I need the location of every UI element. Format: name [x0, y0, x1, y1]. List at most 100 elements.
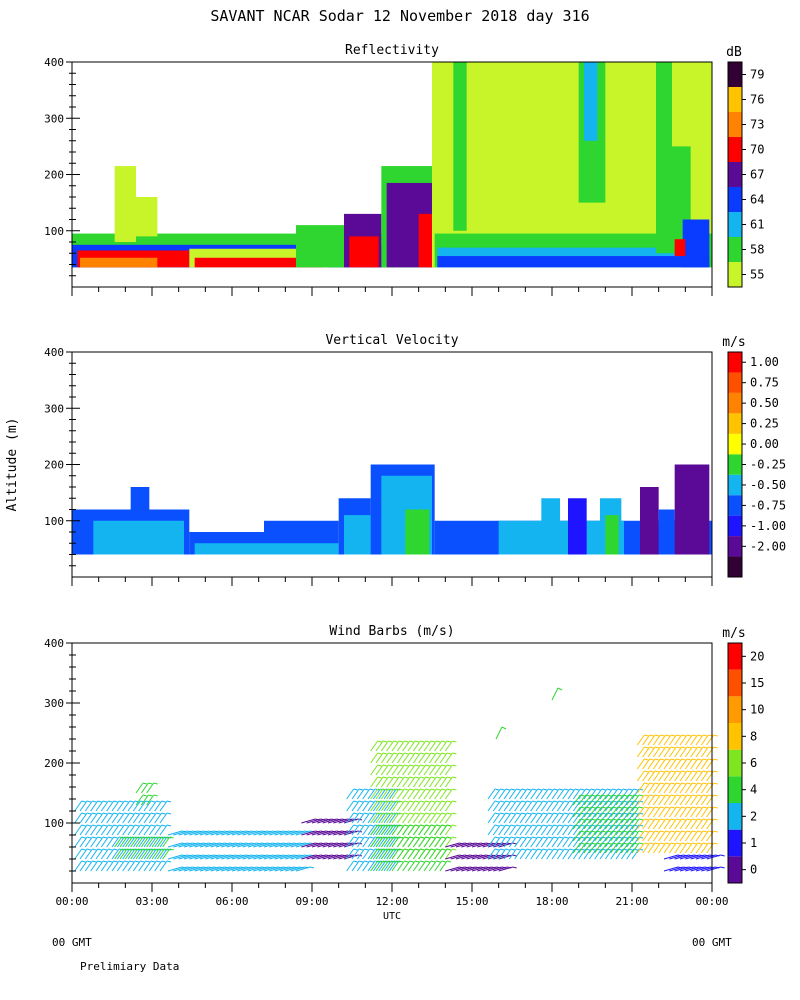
- wind-barb-flag: [393, 764, 398, 767]
- wind-barb: [391, 788, 400, 800]
- wind-barb: [428, 752, 437, 764]
- wind-barb-flag: [670, 818, 676, 821]
- wind-barb: [306, 842, 321, 848]
- wind-barb: [679, 806, 688, 818]
- wind-barb: [100, 860, 109, 872]
- wind-barb: [412, 740, 421, 752]
- wind-barb: [74, 860, 83, 872]
- wind-barb-flag: [425, 836, 430, 839]
- wind-barb: [106, 800, 115, 812]
- wind-barb: [647, 818, 656, 830]
- wind-barb: [583, 794, 592, 806]
- wind-barb: [391, 800, 400, 812]
- wind-barb: [183, 830, 199, 836]
- wind-barb: [106, 812, 115, 824]
- wind-barb: [418, 860, 427, 872]
- wind-barb: [215, 854, 231, 860]
- wind-barb: [114, 836, 123, 848]
- wind-barb: [519, 812, 528, 824]
- wind-barb-flag: [670, 794, 676, 797]
- wind-barb: [367, 800, 376, 812]
- wind-barb: [428, 824, 437, 836]
- wind-barb: [631, 806, 640, 818]
- wind-barb: [362, 788, 371, 800]
- wind-barb: [367, 812, 376, 824]
- wind-barb-flag: [452, 812, 457, 815]
- wind-barb-flag: [124, 800, 129, 803]
- wind-barb-flag: [644, 770, 649, 773]
- wind-barb-flag: [558, 788, 564, 791]
- wind-barb: [684, 746, 693, 758]
- wind-barb: [642, 830, 651, 842]
- wind-barb: [578, 830, 587, 842]
- wind-barb-flag: [510, 824, 516, 827]
- wind-barb-flag: [510, 800, 516, 803]
- x-axis: 00:00 03:00 06:00 09:00 12:00 15:00 18:00 21:00…: [55, 883, 729, 922]
- wind-barb-flag: [654, 842, 660, 845]
- wind-barb-flag: [660, 758, 665, 761]
- wind-barb: [642, 818, 651, 830]
- wind-barb: [84, 824, 93, 836]
- wind-barb: [122, 836, 131, 848]
- wind-barb: [383, 812, 392, 824]
- wind-barb-flag: [558, 848, 564, 851]
- wind-barb: [189, 866, 204, 872]
- wind-barb: [372, 812, 381, 824]
- wind-barb-flag: [436, 800, 441, 803]
- wind-barb: [652, 782, 661, 794]
- wind-barb-flag: [364, 788, 369, 791]
- data-cell: [80, 257, 158, 268]
- x-axis: [71, 287, 713, 296]
- wind-barb: [372, 860, 381, 872]
- wind-barb: [148, 860, 157, 872]
- wind-barb: [380, 824, 389, 836]
- wind-barb: [111, 812, 120, 824]
- wind-barb: [477, 854, 492, 860]
- wind-barb: [423, 740, 432, 752]
- wind-barb: [588, 848, 597, 860]
- wind-barb: [556, 824, 565, 836]
- wind-barb: [492, 824, 501, 836]
- wind-barb-flag: [638, 806, 644, 809]
- wind-barb: [173, 854, 188, 860]
- wind-barb: [684, 758, 693, 770]
- y-axis-label: Altitude (m): [5, 418, 20, 512]
- wind-barb: [492, 788, 501, 800]
- wind-barb: [615, 788, 624, 800]
- wind-barb: [604, 800, 613, 812]
- wind-barb-flag: [532, 812, 537, 815]
- wind-barb: [84, 836, 93, 848]
- wind-barb: [647, 782, 656, 794]
- colorbar-label: 15: [750, 676, 764, 690]
- wind-barb: [444, 776, 453, 788]
- wind-barb-flag: [420, 788, 425, 791]
- wind-barb: [572, 836, 581, 848]
- wind-barb: [378, 788, 387, 800]
- y-tick-label: 100: [44, 515, 64, 528]
- wind-barb: [143, 860, 152, 872]
- wind-barb: [253, 866, 268, 872]
- wind-barb-flag: [660, 842, 665, 845]
- wind-barb-flag: [388, 824, 393, 827]
- wind-barb: [116, 800, 125, 812]
- wind-barb: [402, 860, 411, 872]
- wind-barb-flag: [92, 836, 97, 839]
- wind-barb-flag: [692, 758, 697, 761]
- wind-barb: [647, 734, 656, 746]
- wind-barb: [333, 842, 348, 848]
- wind-barb: [178, 854, 193, 860]
- wind-barb-flag: [494, 848, 500, 851]
- wind-barb-flag: [382, 800, 388, 803]
- wind-barb: [690, 818, 699, 830]
- wind-barb: [295, 842, 311, 848]
- wind-barb: [367, 860, 376, 872]
- wind-barb-flag: [102, 848, 108, 851]
- y-tick-label: 300: [44, 697, 64, 710]
- wind-barb-flag: [382, 824, 388, 827]
- wind-barb: [127, 836, 136, 848]
- wind-barb: [122, 860, 131, 872]
- wind-barb-flag: [697, 818, 702, 821]
- wind-barb: [285, 854, 300, 860]
- wind-barb-flag: [702, 758, 708, 761]
- wind-barb-flag: [398, 776, 404, 779]
